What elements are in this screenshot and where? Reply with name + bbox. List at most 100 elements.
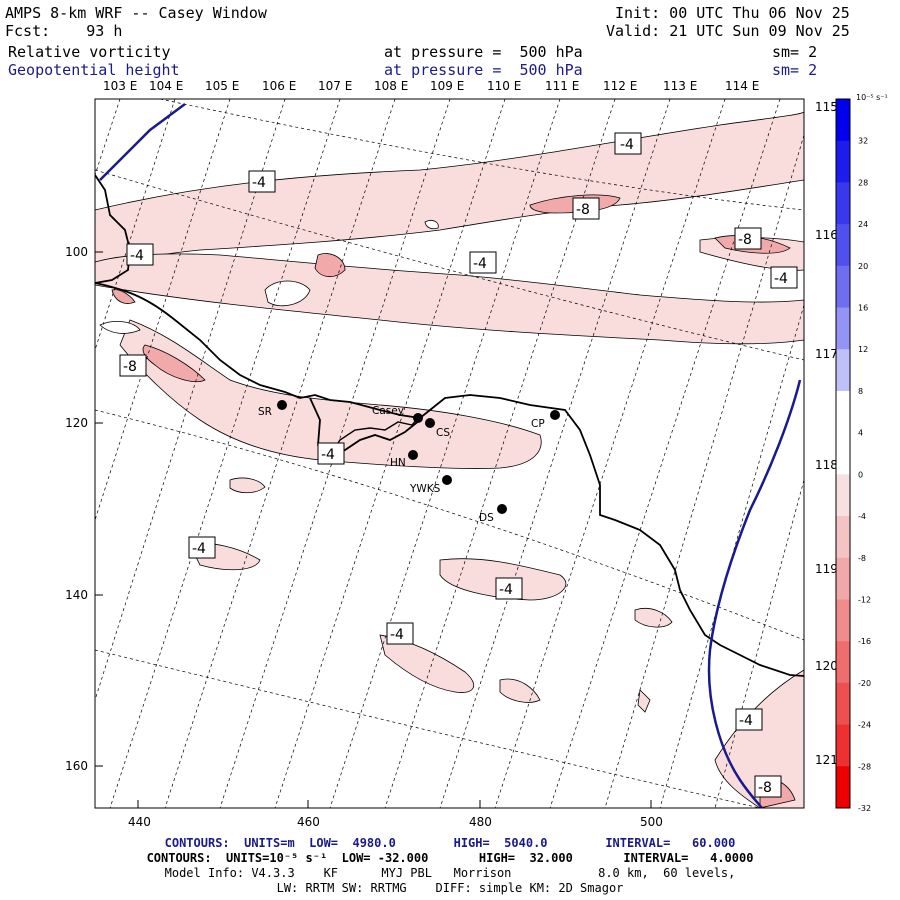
contour-label-box: -8 — [734, 227, 762, 250]
colorbar-label: 28 — [858, 178, 868, 187]
contour-label: -4 — [192, 541, 206, 557]
top-lon-label: 105 E — [205, 79, 240, 93]
colorbar-label: -16 — [858, 637, 871, 646]
contour-label: -4 — [321, 447, 335, 463]
station-ywks[interactable]: YWKS — [409, 475, 452, 495]
contour-label-box: -4 — [614, 132, 642, 155]
plot-title: AMPS 8-km WRF -- Casey Window — [5, 4, 267, 22]
contour-label: -4 — [774, 271, 788, 287]
colorbar-swatch — [836, 99, 850, 142]
colorbar-swatch — [836, 432, 850, 475]
top-lon-label: 108 E — [374, 79, 409, 93]
contour-label: -8 — [738, 232, 752, 248]
coastline — [95, 174, 804, 677]
colorbar-label: -4 — [858, 512, 866, 521]
top-lon-label: 114 E — [725, 79, 760, 93]
station-hn[interactable]: HN — [390, 450, 418, 469]
station-casey[interactable]: Casey — [372, 405, 423, 423]
colorbar-swatch — [836, 766, 850, 809]
station-cs[interactable]: CS — [425, 418, 450, 439]
colorbar-label: 8 — [858, 387, 863, 396]
hole-2 — [99, 320, 141, 334]
top-lon-label: 112 E — [603, 79, 638, 93]
field1-smoothing: sm= 2 — [772, 43, 818, 61]
station-label: CS — [436, 427, 450, 439]
contour-label-box: -4 — [248, 170, 276, 193]
station-label: YWKS — [409, 483, 441, 495]
contour-label: -4 — [390, 627, 404, 643]
contour-label-box: -8 — [572, 197, 600, 220]
contour-labels: -4 -4 -4 -8 -8 -4 -4 -8 -4 -4 -4 -4 -4 -… — [119, 132, 798, 798]
colorbar-swatch — [836, 474, 850, 517]
vort-blob-8 — [637, 689, 651, 713]
vort-strong-5 — [314, 253, 346, 277]
colorbar-unit: 10⁻⁵ s⁻¹ — [856, 93, 888, 102]
colorbar: 32 28 24 20 16 12 8 4 0 -4 -8 -12 -16 -20 -24 -28 -32 — [835, 98, 871, 813]
colorbar-label: 4 — [858, 429, 863, 438]
field1-level: at pressure = 500 hPa — [384, 43, 583, 61]
colorbar-swatch — [836, 140, 850, 183]
colorbar-swatch — [836, 641, 850, 684]
colorbar-label: 16 — [858, 304, 868, 313]
x-tick-label: 480 — [469, 815, 492, 829]
colorbar-label: -8 — [858, 554, 866, 563]
colorbar-label: 32 — [858, 137, 868, 146]
field2-name: Geopotential height — [8, 61, 180, 79]
station-cp[interactable]: CP — [531, 410, 560, 430]
station-label: CP — [531, 418, 545, 430]
contour-label-box: -4 — [317, 442, 345, 465]
colorbar-label: -20 — [858, 679, 871, 688]
contour-label-box: -4 — [188, 536, 216, 559]
station-label: HN — [390, 457, 406, 469]
colorbar-swatch — [836, 390, 850, 434]
contour-label: -8 — [123, 359, 137, 375]
colorbar-swatch — [836, 724, 850, 767]
axis-ticks — [95, 251, 652, 808]
stations: SR Casey CS HN YWKS DS CP — [258, 400, 560, 524]
contour-label-box: -8 — [754, 775, 782, 798]
colorbar-frame — [835, 98, 851, 809]
colorbar-label: 0 — [858, 470, 863, 479]
top-lon-label: 110 E — [487, 79, 522, 93]
x-axis-labels: 440 460 480 500 — [128, 815, 663, 829]
colorbar-label: -12 — [858, 595, 871, 604]
y-tick-label: 120 — [65, 416, 88, 430]
footer-model-info: Model Info: V4.3.3 KF MYJ PBL Morrison 8… — [164, 866, 736, 880]
x-tick-label: 460 — [297, 815, 320, 829]
contour-label: -4 — [130, 248, 144, 264]
contour-label: -4 — [499, 582, 513, 598]
colorbar-swatch — [836, 349, 850, 392]
vort-band-mid — [95, 253, 804, 345]
colorbar-label: -32 — [858, 804, 871, 813]
geopotential-contour-east — [707, 379, 802, 808]
top-lon-label: 104 E — [149, 79, 184, 93]
contour-label: -8 — [576, 202, 590, 218]
field1-name: Relative vorticity — [8, 43, 171, 61]
map-frame — [94, 98, 805, 809]
parallel-lines — [95, 99, 804, 808]
top-lon-label: 109 E — [430, 79, 465, 93]
footer-vorticity-contours: CONTOURS: UNITS=10⁻⁵ s⁻¹ LOW= -32.000 HI… — [146, 851, 754, 865]
top-lon-label: 111 E — [545, 79, 580, 93]
contour-label-box: -4 — [469, 251, 497, 274]
station-ds[interactable]: DS — [479, 504, 507, 524]
init-time: Init: 00 UTC Thu 06 Nov 25 — [615, 4, 850, 22]
meridian-lines — [95, 99, 804, 808]
station-sr[interactable]: SR — [258, 400, 287, 418]
y-axis-labels: 100 120 140 160 — [65, 245, 88, 773]
field2-smoothing: sm= 2 — [772, 61, 818, 79]
footer-physics-info: LW: RRTM SW: RRTMG DIFF: simple KM: 2D S… — [276, 881, 624, 895]
colorbar-label: 24 — [858, 220, 868, 229]
contour-label: -4 — [473, 256, 487, 272]
y-tick-label: 140 — [65, 588, 88, 602]
forecast-hour: Fcst: 93 h — [5, 22, 123, 40]
footer-height-contours: CONTOURS: UNITS=m LOW= 4980.0 HIGH= 5040… — [164, 836, 736, 850]
geopotential-contour-west — [99, 102, 186, 181]
top-lon-label: 113 E — [663, 79, 698, 93]
y-tick-label: 100 — [65, 245, 88, 259]
colorbar-label: 20 — [858, 262, 868, 271]
colorbar-swatch — [836, 682, 850, 726]
contour-label: -4 — [620, 137, 634, 153]
x-tick-label: 440 — [128, 815, 151, 829]
